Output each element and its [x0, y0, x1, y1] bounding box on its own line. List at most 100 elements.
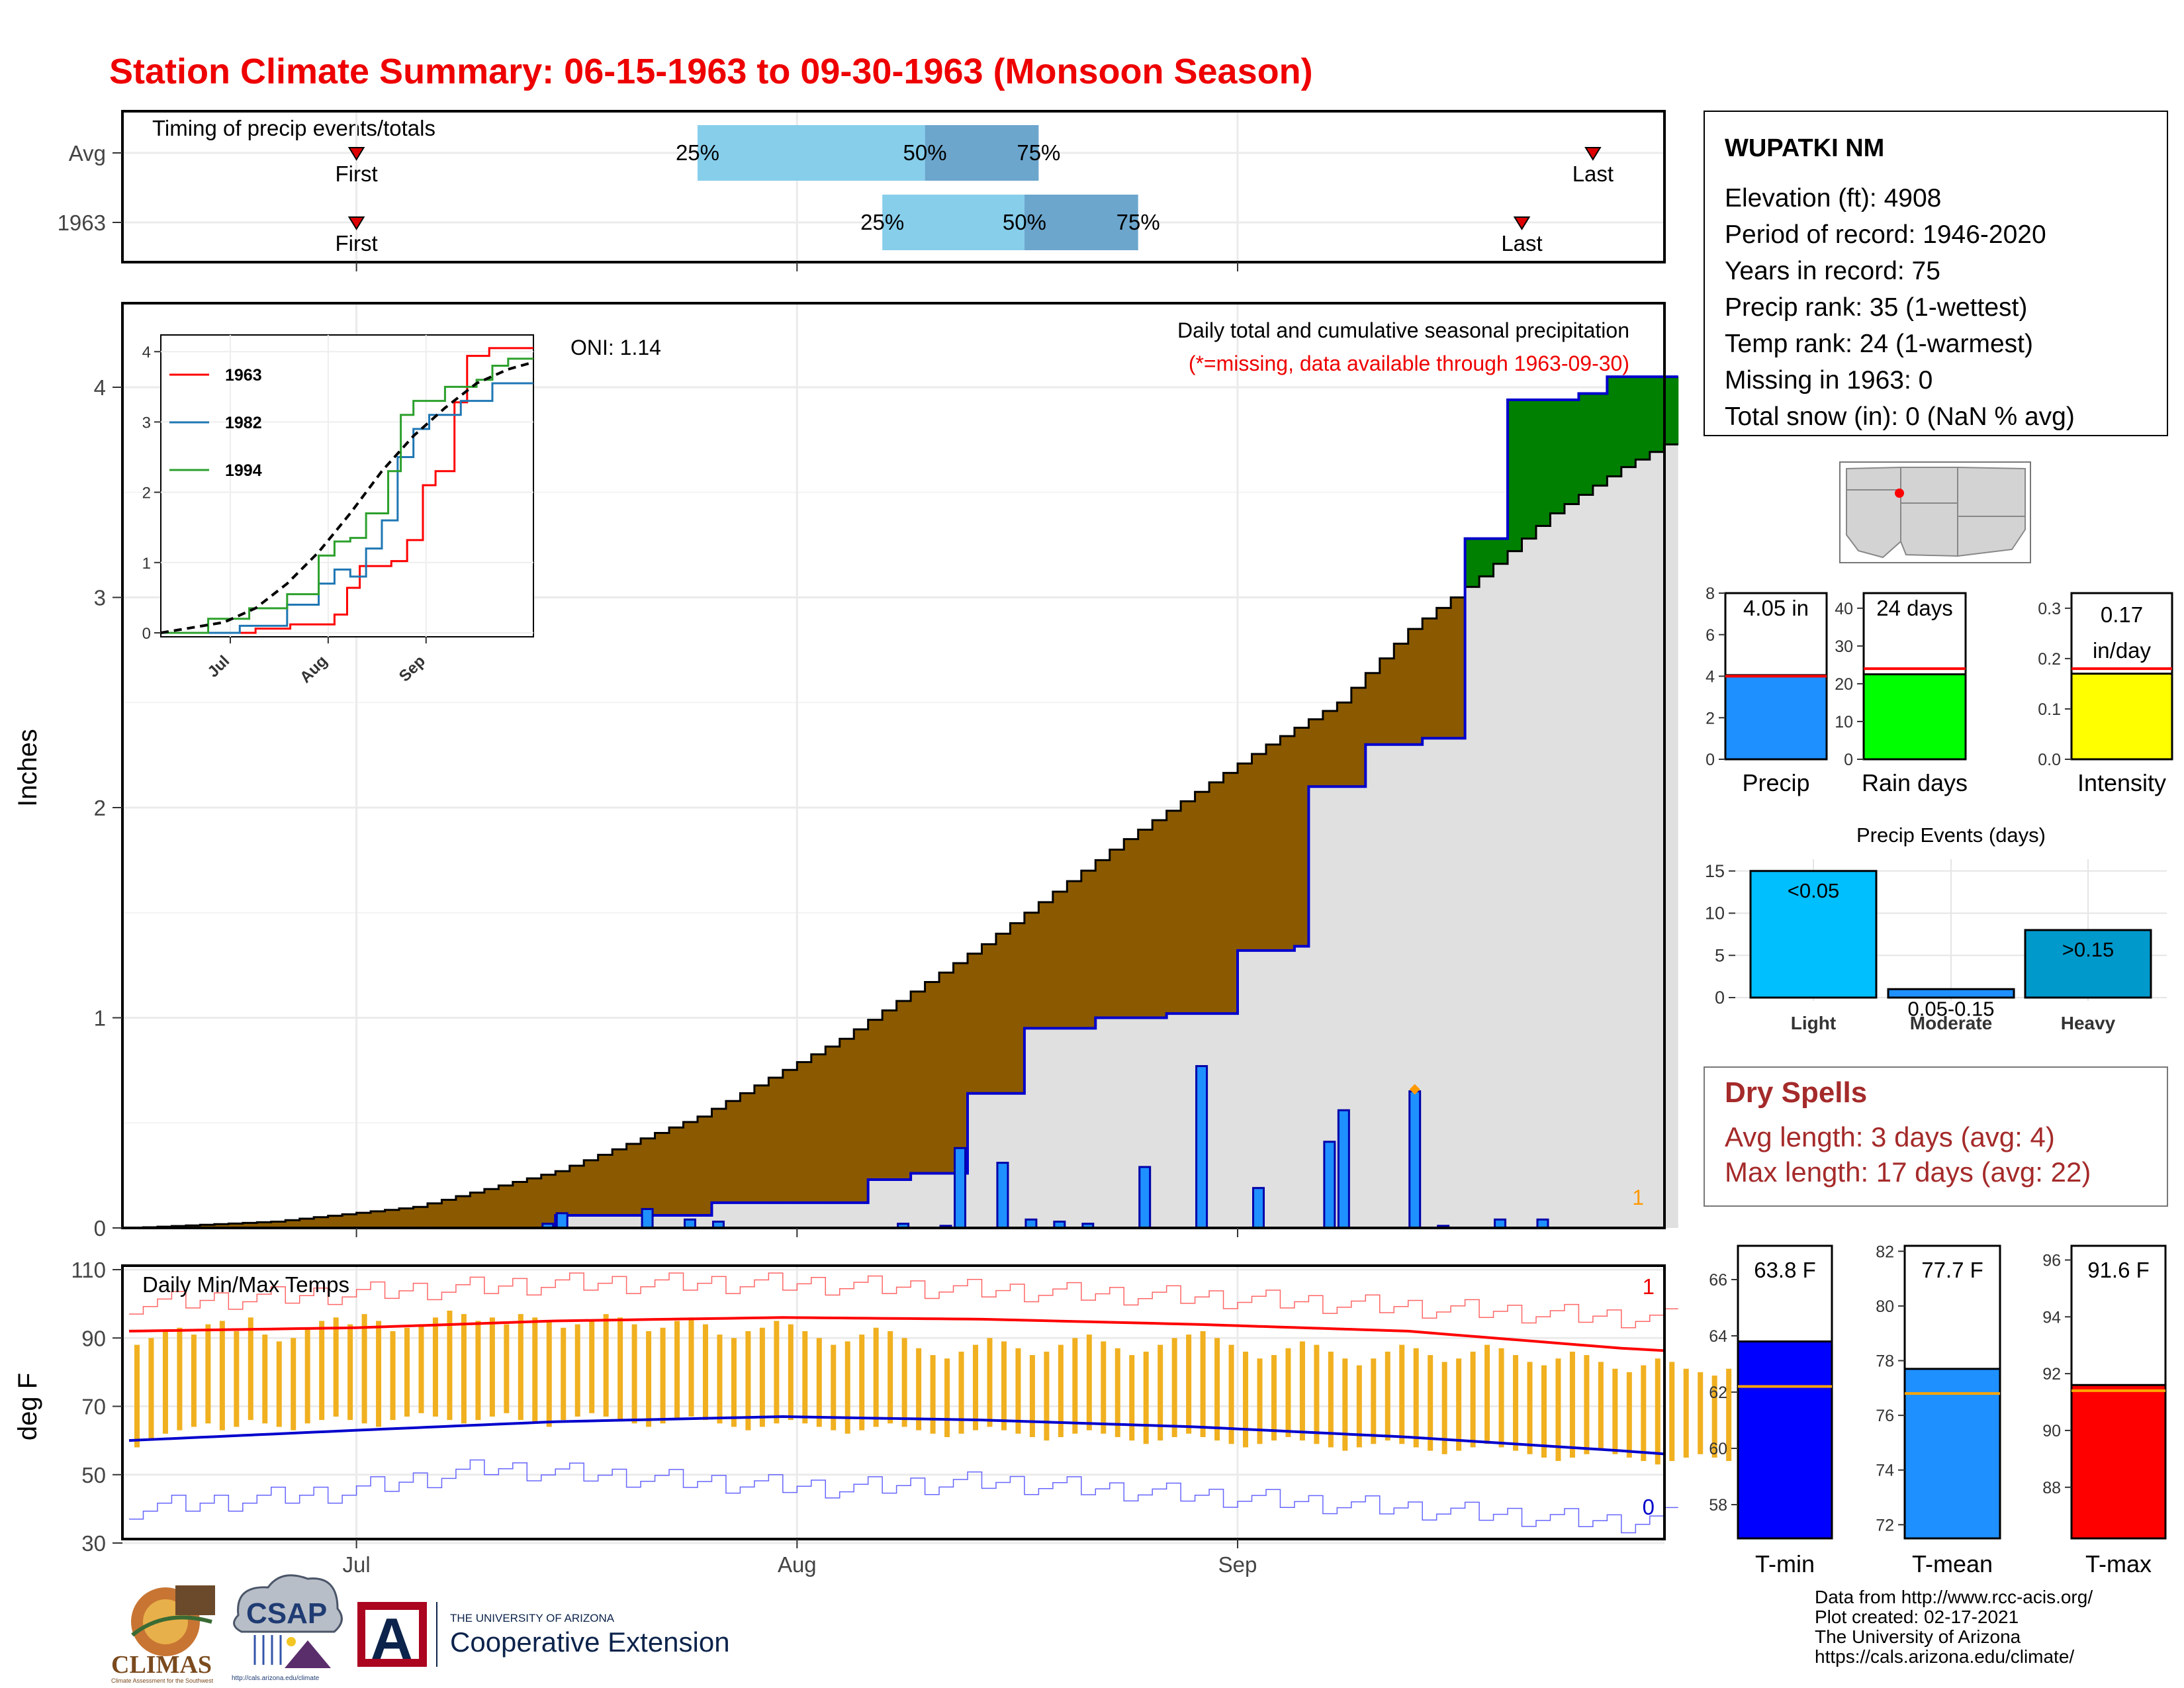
tmin-ytick-label: 64: [1709, 1327, 1727, 1346]
surplus-band: [1535, 400, 1551, 526]
events-ytick-label: 15: [1705, 861, 1725, 881]
deficit-band: [1251, 754, 1267, 951]
precip-ytick-label: 2: [1706, 709, 1715, 727]
daily-temp-bar: [688, 1317, 694, 1417]
daily-temp-bar: [1371, 1358, 1377, 1444]
deficit-band: [512, 1182, 527, 1228]
credit-university: The University of Arizona: [1815, 1626, 2021, 1647]
daily-temp-bar: [1428, 1355, 1433, 1451]
tmean-ytick-label: 82: [1876, 1243, 1894, 1261]
raindays-value-label: 24 days: [1876, 596, 1953, 620]
surplus-band: [1508, 400, 1523, 551]
daily-temp-bar: [759, 1327, 765, 1427]
daily-temp-bar: [1683, 1368, 1689, 1458]
deficit-band: [1024, 912, 1039, 1029]
daily-temp-bar: [660, 1327, 666, 1424]
daily-precip-bar: [641, 1207, 654, 1229]
precip-ylabel: Inches: [13, 729, 42, 807]
deficit-band: [641, 1138, 656, 1215]
deficit-band: [1238, 763, 1252, 951]
tmean-label: T-mean: [1912, 1550, 1993, 1577]
deficit-band: [953, 962, 968, 1174]
events-ytick-label: 0: [1715, 988, 1725, 1008]
daily-temp-bar: [1356, 1365, 1362, 1448]
deficit-band: [768, 1077, 784, 1203]
precip-ytick-label: 8: [1706, 585, 1715, 603]
temps-xtick-label: Sep: [1218, 1552, 1257, 1577]
inset-ytick-label: 1: [142, 555, 151, 573]
credits: Data from http://www.rcc-acis.org/ Plot …: [1815, 1587, 2093, 1667]
temps-ytick-label: 50: [81, 1463, 106, 1487]
deficit-band: [1181, 801, 1196, 1014]
daily-temp-bar: [702, 1324, 708, 1421]
daily-temp-bar: [901, 1338, 907, 1427]
daily-temp-bar: [1072, 1338, 1078, 1434]
intensity-value-label: 0.17: [2101, 602, 2143, 627]
daily-temp-bar: [304, 1327, 310, 1424]
tmean-ytick-label: 74: [1876, 1462, 1894, 1480]
deficit-band: [470, 1192, 485, 1228]
deficit-band: [1138, 829, 1153, 1018]
station-name: WUPATKI NM: [1725, 134, 1884, 162]
deficit-band: [1280, 736, 1295, 951]
temps-frame: [121, 1264, 1666, 1540]
daily-temp-bar: [1513, 1355, 1519, 1451]
daily-temp-bar: [1655, 1358, 1661, 1465]
inset-legend-label: 1982: [225, 414, 262, 432]
daily-temp-bar: [646, 1331, 652, 1427]
inset-ytick-label: 4: [142, 344, 151, 361]
precip-annotation-title: Daily total and cumulative seasonal prec…: [1177, 318, 1629, 342]
deficit-band: [399, 1208, 414, 1228]
daily-temp-bar: [1101, 1341, 1107, 1434]
deficit-band: [1351, 688, 1366, 787]
timing-q75-label: 75%: [1017, 140, 1060, 165]
timing-last-marker: [1513, 216, 1531, 230]
deficit-band: [1010, 923, 1025, 1094]
station-years: Years in record: 75: [1725, 257, 1940, 285]
deficit-band: [1038, 902, 1054, 1029]
station-snow: Total snow (in): 0 (NaN % avg): [1725, 402, 2075, 431]
daily-temp-bar: [1029, 1355, 1035, 1437]
surplus-band: [1522, 400, 1537, 539]
temps-xtick-label: Aug: [778, 1552, 817, 1577]
timing-q50-label: 50%: [903, 140, 947, 165]
daily-precip-bar: [1195, 1065, 1208, 1229]
deficit-band: [598, 1154, 613, 1215]
deficit-band: [1294, 727, 1309, 947]
events-title: Precip Events (days): [1856, 823, 2046, 847]
daily-temp-bar: [177, 1327, 183, 1430]
daily-temp-bar: [1271, 1355, 1277, 1441]
daily-temp-bar: [788, 1324, 794, 1421]
daily-temp-bar: [1342, 1358, 1348, 1451]
deficit-band: [981, 944, 997, 1094]
precip-value-bar: [1724, 674, 1828, 761]
tmax-average-line: [128, 1316, 1664, 1352]
precip-panel: 0 1 2 3 4 Daily total and cumulative seasonal…: [94, 302, 1679, 1241]
tmin-ytick-label: 66: [1709, 1271, 1727, 1289]
csap-wordmark: CSAP: [246, 1597, 327, 1630]
daily-precip-bar: [954, 1147, 967, 1229]
inset-ytick-label: 2: [142, 485, 151, 502]
daily-temp-bar: [973, 1344, 979, 1430]
deficit-band: [1451, 597, 1466, 739]
deficit-band: [441, 1199, 457, 1228]
surplus-band: [1635, 377, 1651, 460]
raindays-value-bar: [1862, 673, 1967, 761]
daily-temp-bar: [745, 1331, 751, 1430]
tmean-value-bar: [1903, 1368, 2001, 1540]
precip-events-chart: Precip Events (days) <0.05 Light 0.05-0.15…: [1705, 823, 2167, 1033]
daily-temp-bar: [376, 1321, 382, 1427]
page-title: Station Climate Summary: 06-15-1963 to 0…: [109, 52, 1313, 91]
deficit-band: [1109, 849, 1124, 1018]
daily-temp-bar: [802, 1331, 808, 1424]
tmean-value-label: 77.7 F: [1921, 1258, 1983, 1282]
tmin-ytick-label: 58: [1709, 1496, 1727, 1515]
inset-average-line: [160, 361, 534, 634]
precip-ytick-label: 1: [94, 1006, 106, 1031]
temps-plot-area: [122, 1266, 1664, 1539]
record-low-line: [129, 1459, 1678, 1534]
surplus-band: [1578, 393, 1594, 495]
daily-temp-bar: [1001, 1341, 1007, 1430]
deficit-band: [342, 1214, 357, 1228]
surplus-band: [1564, 400, 1579, 504]
